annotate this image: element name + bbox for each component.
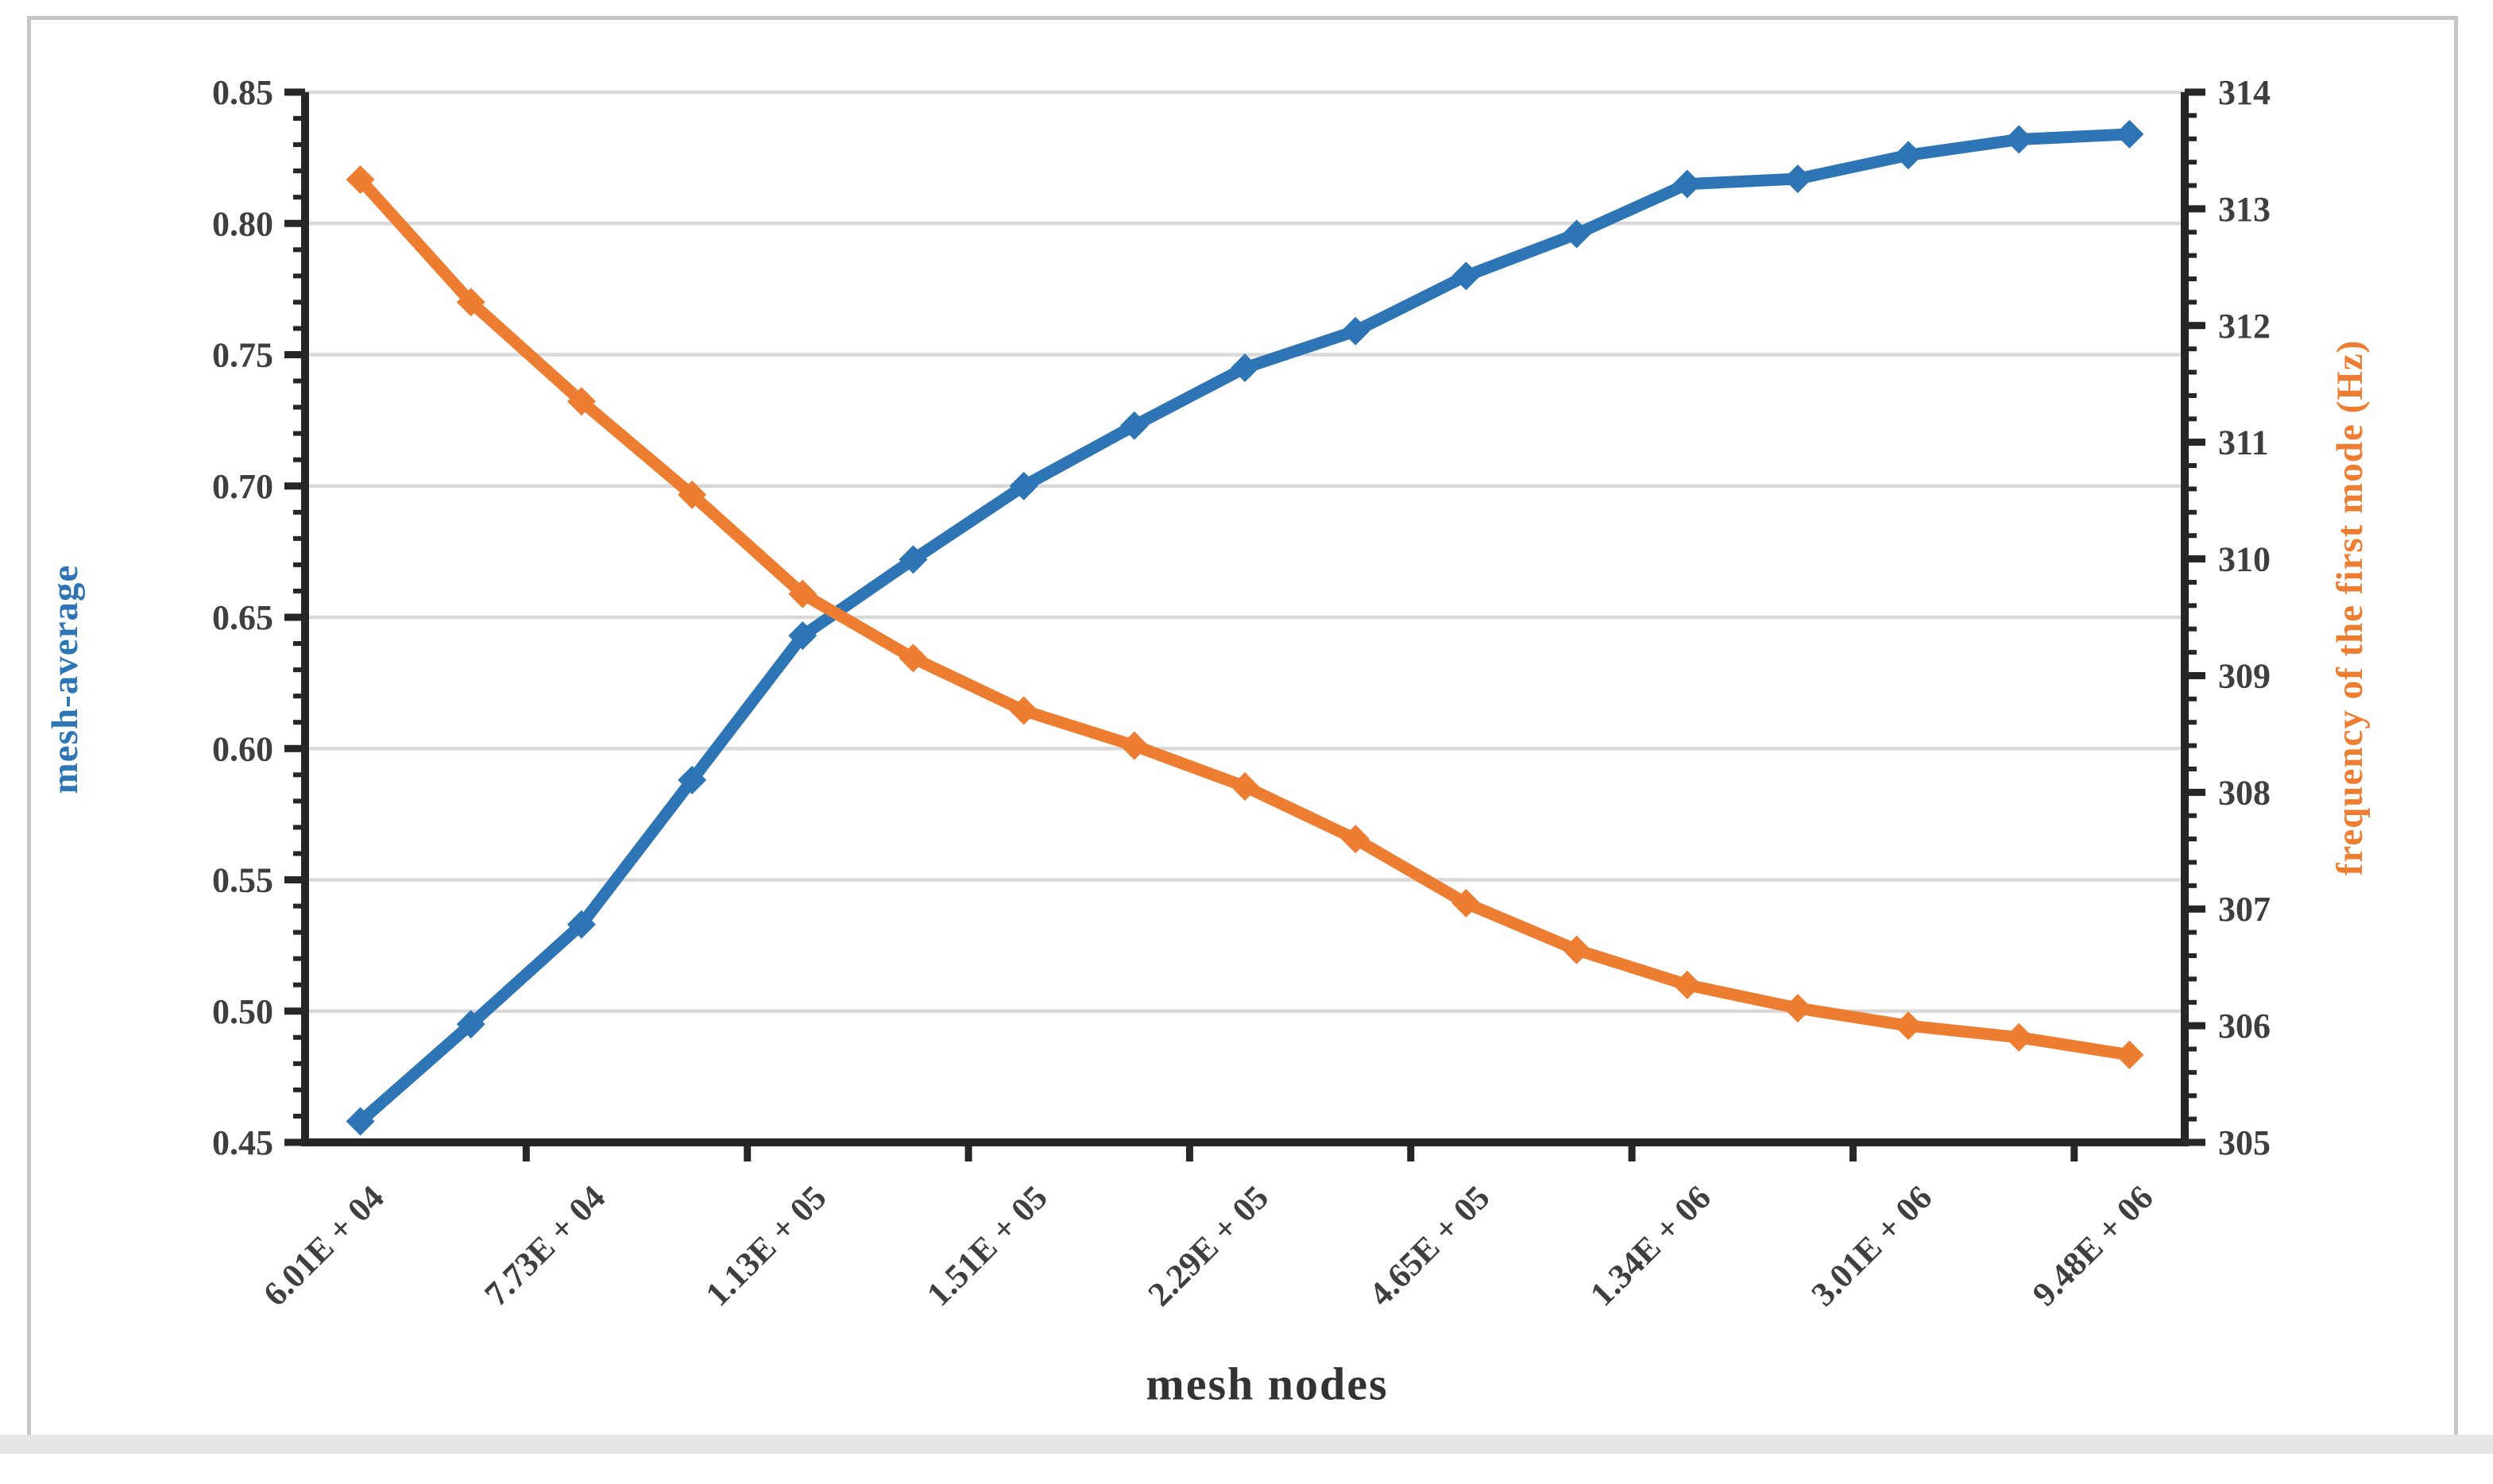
data-point-marker-right [899, 643, 928, 673]
data-point-marker-left [2004, 125, 2034, 154]
y-right-tick-label: 311 [2218, 423, 2269, 462]
data-point-marker-right [1894, 1011, 1923, 1041]
y-left-tick-label: 0.55 [212, 861, 273, 900]
data-point-marker-left [1894, 141, 1923, 170]
y-right-tick-label: 312 [2218, 307, 2271, 346]
y-right-tick-label: 308 [2218, 773, 2271, 812]
x-tick-label: 1.51E + 05 [920, 1179, 1055, 1314]
data-point-marker-right [1119, 731, 1149, 760]
data-point-marker-left [1009, 471, 1038, 500]
data-point-marker-left [1562, 219, 1591, 249]
y-left-tick-label: 0.85 [212, 73, 273, 112]
data-point-marker-left [346, 1107, 375, 1136]
y-left-tick-label: 0.60 [212, 729, 273, 768]
y-right-tick-label: 306 [2218, 1007, 2271, 1045]
data-point-marker-left [566, 910, 596, 939]
y-right-tick-label: 310 [2218, 540, 2271, 579]
x-tick-label: 2.29E + 05 [1141, 1179, 1276, 1314]
data-point-marker-right [678, 480, 707, 509]
data-point-marker-left [678, 765, 707, 794]
y-left-tick-label: 0.45 [212, 1123, 273, 1162]
y-left-tick-label: 0.50 [212, 992, 273, 1031]
data-point-marker-left [788, 621, 817, 651]
data-point-marker-right [346, 165, 375, 195]
y-right-tick-label: 305 [2218, 1123, 2271, 1162]
data-point-marker-right [2004, 1022, 2034, 1052]
y-right-tick-label: 309 [2218, 656, 2271, 695]
y-right-tick-label: 307 [2218, 890, 2271, 929]
x-tick-label: 6.01E + 04 [257, 1179, 392, 1314]
x-axis-title: mesh nodes [1146, 1358, 1389, 1410]
x-tick-label: 9.48E + 06 [2026, 1179, 2161, 1314]
data-point-marker-left [1672, 169, 1702, 199]
data-point-marker-left [1231, 354, 1259, 383]
data-point-marker-left [1451, 261, 1481, 291]
x-tick-label: 3.01E + 06 [1804, 1179, 1939, 1314]
y-right-tick-label: 313 [2218, 190, 2271, 229]
data-point-marker-left [1783, 164, 1812, 194]
data-point-marker-right [1672, 970, 1702, 999]
data-point-marker-left [1341, 316, 1370, 346]
data-point-marker-left [1119, 411, 1149, 440]
data-point-marker-right [1451, 888, 1481, 918]
x-tick-label: 1.34E + 06 [1583, 1179, 1718, 1314]
data-point-marker-right [1341, 825, 1370, 854]
data-point-marker-right [1009, 696, 1038, 725]
series-line-left [354, 128, 2135, 1128]
y-left-tick-label: 0.70 [212, 467, 273, 506]
y-left-tick-label: 0.75 [212, 336, 273, 375]
data-point-marker-left [899, 545, 928, 574]
data-point-marker-right [566, 387, 596, 416]
data-point-marker-left [456, 1010, 485, 1039]
y-right-tick-label: 314 [2218, 73, 2271, 112]
y-left-tick-label: 0.65 [212, 598, 273, 637]
data-point-marker-right [1783, 994, 1812, 1023]
data-point-marker-right [1562, 935, 1591, 964]
x-tick-label: 1.13E + 05 [699, 1179, 834, 1314]
x-tick-label: 7.73E + 04 [477, 1179, 613, 1314]
data-point-marker-right [2115, 1040, 2144, 1069]
y-right-axis-title: frequency of the first mode (Hz) [2329, 339, 2371, 876]
data-point-marker-right [456, 288, 485, 317]
x-tick-label: 4.65E + 05 [1362, 1179, 1498, 1314]
y-left-tick-label: 0.80 [212, 204, 273, 243]
y-left-axis-title: mesh-average [44, 564, 86, 794]
data-point-marker-left [2115, 119, 2144, 149]
data-point-marker-right [788, 579, 817, 609]
data-point-marker-right [1231, 771, 1259, 801]
bottom-strip [0, 1435, 2493, 1454]
